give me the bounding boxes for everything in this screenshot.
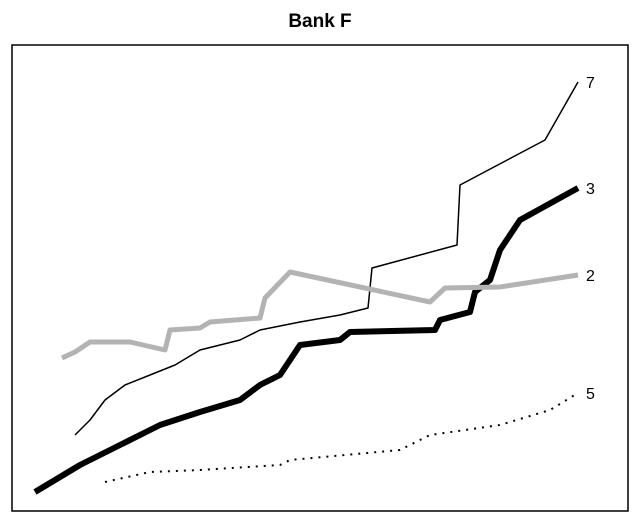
series-label: 3 bbox=[586, 181, 595, 198]
series-label: 2 bbox=[586, 268, 595, 285]
series-line bbox=[104, 392, 579, 483]
series-line bbox=[33, 185, 580, 495]
series-line bbox=[60, 269, 579, 361]
series-label: 5 bbox=[586, 386, 595, 403]
chart-title: Bank F bbox=[288, 11, 351, 32]
series-label: 7 bbox=[586, 75, 595, 92]
series-line bbox=[74, 81, 579, 436]
plot-frame bbox=[11, 44, 629, 512]
